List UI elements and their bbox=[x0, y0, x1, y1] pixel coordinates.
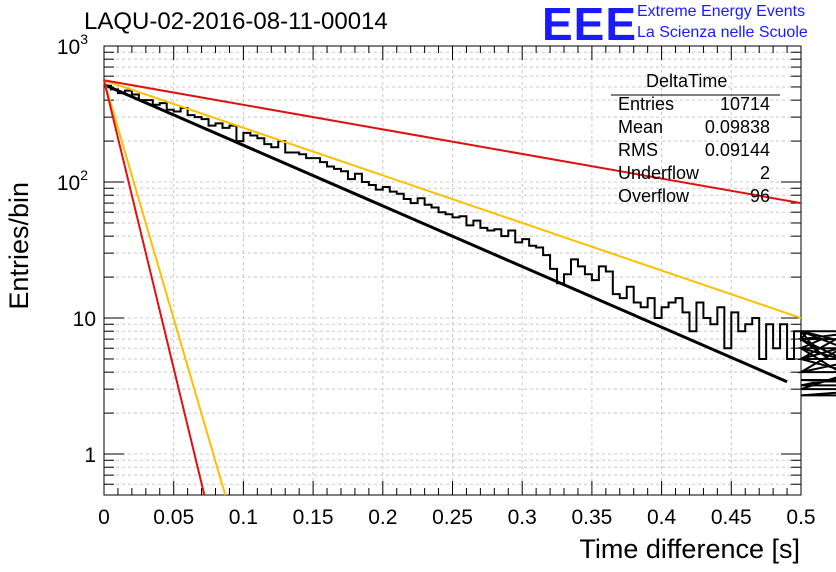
x-tick-label: 0.5 bbox=[786, 506, 815, 529]
stat-value: 10714 bbox=[719, 94, 770, 114]
stat-key: Entries bbox=[618, 94, 675, 114]
grid bbox=[104, 46, 801, 495]
x-tick-label: 0.05 bbox=[153, 506, 194, 529]
histogram-outline bbox=[104, 84, 836, 397]
curve-4 bbox=[103, 80, 206, 496]
stat-key: Underflow bbox=[618, 163, 700, 183]
y-tick-label: 10 bbox=[73, 308, 96, 331]
x-axis-label: Time difference [s] bbox=[579, 534, 800, 564]
x-tick-label: 0.35 bbox=[571, 506, 612, 529]
x-tick-label: 0.3 bbox=[508, 506, 537, 529]
x-tick-label: 0.25 bbox=[432, 506, 473, 529]
x-tick-label: 0.15 bbox=[293, 506, 334, 529]
x-tick-label: 0.45 bbox=[711, 506, 752, 529]
stat-key: Mean bbox=[618, 117, 664, 137]
plot-title: LAQU-02-2016-08-11-00014 bbox=[84, 8, 388, 35]
x-tick-label: 0.4 bbox=[647, 506, 677, 529]
x-tick-label: 0 bbox=[98, 506, 110, 529]
stat-key: RMS bbox=[618, 140, 658, 160]
stat-value: 0.09144 bbox=[704, 140, 770, 160]
x-tick-label: 0.1 bbox=[229, 506, 258, 529]
stat-value: 0.09838 bbox=[704, 117, 770, 137]
x-tick-label: 0.2 bbox=[368, 506, 397, 529]
stat-key: Overflow bbox=[618, 186, 690, 206]
eee-logo: EEE bbox=[542, 0, 638, 50]
y-tick-label: 1 bbox=[84, 444, 96, 467]
tick-labels: 0 0.05 0.1 0.15 0.2 0.25 0.3 0.35 0.4 0.45 0.5 1 10 1… bbox=[57, 31, 816, 529]
logo-line-1: Extreme Energy Events bbox=[637, 3, 806, 20]
histogram bbox=[104, 84, 836, 397]
stat-value: 96 bbox=[749, 186, 770, 206]
y-axis-label: Entries/bin bbox=[4, 182, 34, 310]
curve-2 bbox=[103, 79, 802, 205]
fit-curves bbox=[103, 79, 802, 496]
curve-1 bbox=[103, 79, 802, 319]
axis-ticks bbox=[103, 45, 802, 496]
curve-0 bbox=[103, 83, 788, 384]
curve-3 bbox=[103, 79, 227, 496]
stat-value: 2 bbox=[759, 163, 770, 183]
stats-title: DeltaTime bbox=[646, 71, 728, 91]
y-tick-label: 102 bbox=[57, 167, 88, 195]
logo-line-2: La Scienza nelle Scuole bbox=[637, 24, 808, 41]
